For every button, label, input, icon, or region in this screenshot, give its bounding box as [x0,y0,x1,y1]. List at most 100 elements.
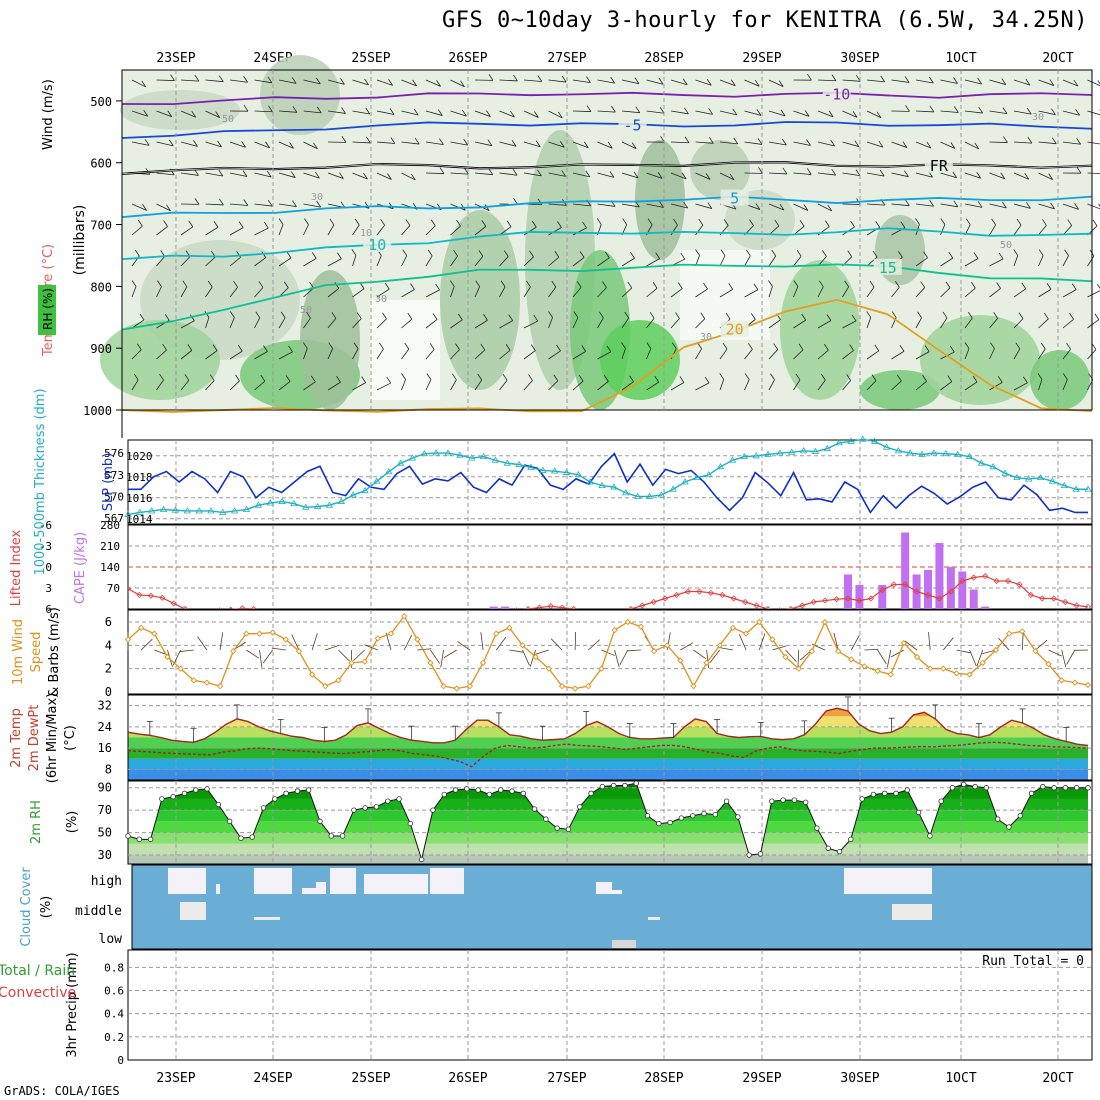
wind-barb-10m [385,632,392,651]
wind-barb-flag [997,376,1003,383]
wind-barb [646,172,663,179]
wind-barb [866,286,875,298]
thickness-point [183,507,191,514]
cloud-middle-block [254,917,280,920]
wind-speed-point [756,618,763,626]
thickness-point [124,510,132,517]
cloud-middle-block [648,917,660,920]
wind-barb-flag [753,283,759,290]
lifted-index-point [913,588,920,595]
rh-contour-label: 50 [222,114,234,125]
wind-barb-flag [709,137,714,144]
lifted-index-point [514,607,519,609]
thickness-point [136,508,144,515]
wind-barb-flag [703,282,708,290]
thickness-point [847,437,855,444]
cloud-unit-label: (%) [39,896,54,919]
wind-barb-flag [850,220,855,228]
thickness-point [325,501,334,508]
wind-barb [719,289,733,298]
y-tick-label-precip: 0.6 [104,985,124,998]
wind-barb-flag [993,312,999,319]
wind-barb-flag [895,281,900,288]
wind-barb-flag [793,280,799,287]
wind-barb [401,318,413,329]
rh-contour-label: 10 [360,228,372,239]
wind-barb [572,257,585,267]
wind-barb [205,256,216,267]
wind-barb-flag [869,280,875,288]
wind-barb-flag [723,219,729,226]
thickness-point [989,463,997,470]
thickness-point [918,450,926,457]
wind-barb-flag [401,373,406,380]
thickness-point [408,454,417,461]
slp-labels: 1000-500mb Thickness (dm) [33,388,48,575]
wind-barb [376,348,384,360]
y-tick-label-lifted: 6 [45,603,52,616]
wind-barb-flag [163,220,168,227]
panel-frame-precip [127,949,1093,1061]
wind-axis-label-line: Speed [29,632,44,673]
y-tick-label: 800 [90,280,112,294]
wind-barb-flag [213,221,219,228]
rh-point [983,785,990,791]
wind-barb-flag [1037,373,1043,380]
wind-barb [131,110,148,117]
y-tick-label-slp: 1018 [126,471,153,484]
wind-barb-flag [973,252,979,259]
wind-barb-flag [658,77,664,85]
wind-barb-10m [529,649,537,667]
rh-point [825,845,831,851]
rh-point [961,781,967,788]
wind-barb-flag [974,142,980,150]
wind-barb [1038,141,1057,145]
date-label-top: 29SEP [742,51,781,66]
wind-barb-flag [830,139,836,147]
wind-barb-flag [945,281,951,289]
wind-speed-point [782,653,789,661]
wind-barb-10m [956,649,971,654]
wind-barb [719,141,738,145]
lifted-index-point [446,617,451,622]
wind-barb-flag [722,342,728,350]
wind-barb-flag [1001,201,1007,209]
wind-barb-flag [1025,78,1031,86]
rh-contour-label: 30 [700,332,712,343]
date-label-top: 26SEP [448,51,487,66]
wind-barb-flag [182,280,188,288]
isotherm-label: 10 [368,236,386,254]
wind-barb [376,288,390,298]
wind-speed-point [374,635,381,642]
thickness-point [1048,477,1057,484]
lifted-index-point [1073,602,1080,609]
rh-contour-label: 30 [1032,112,1044,123]
wind-barb [425,349,435,360]
wind-barb-flag [289,142,294,149]
wind-barb [156,286,162,298]
cape-bar [958,571,967,609]
y-tick-label-cape: 140 [100,561,120,574]
date-label-bottom: 26SEP [448,1071,487,1086]
wind-barb-flag [770,373,775,380]
wind-barb-flag [306,311,311,319]
thickness-point [230,507,239,514]
wind-barb-flag [1023,376,1028,383]
temp-bands [128,708,1088,780]
wind-barb [1013,172,1029,180]
lifted-index-point [547,603,554,609]
wind-barb-flag [487,139,493,146]
thickness-point [1060,481,1069,489]
wind-barb [205,110,220,119]
wind-barb-10m [693,649,706,660]
wind-barb-flag [561,75,567,83]
thickness-point [610,483,618,490]
wind-barb [940,172,957,179]
wind-barb-flag [573,311,579,318]
wind-barb-flag [1001,78,1007,85]
wind-barb [572,79,591,84]
lifted-index-point [822,597,829,604]
wind-barb-flag [749,219,754,226]
wind-barb-flag [1075,108,1080,116]
wind-speed-point [808,648,815,655]
